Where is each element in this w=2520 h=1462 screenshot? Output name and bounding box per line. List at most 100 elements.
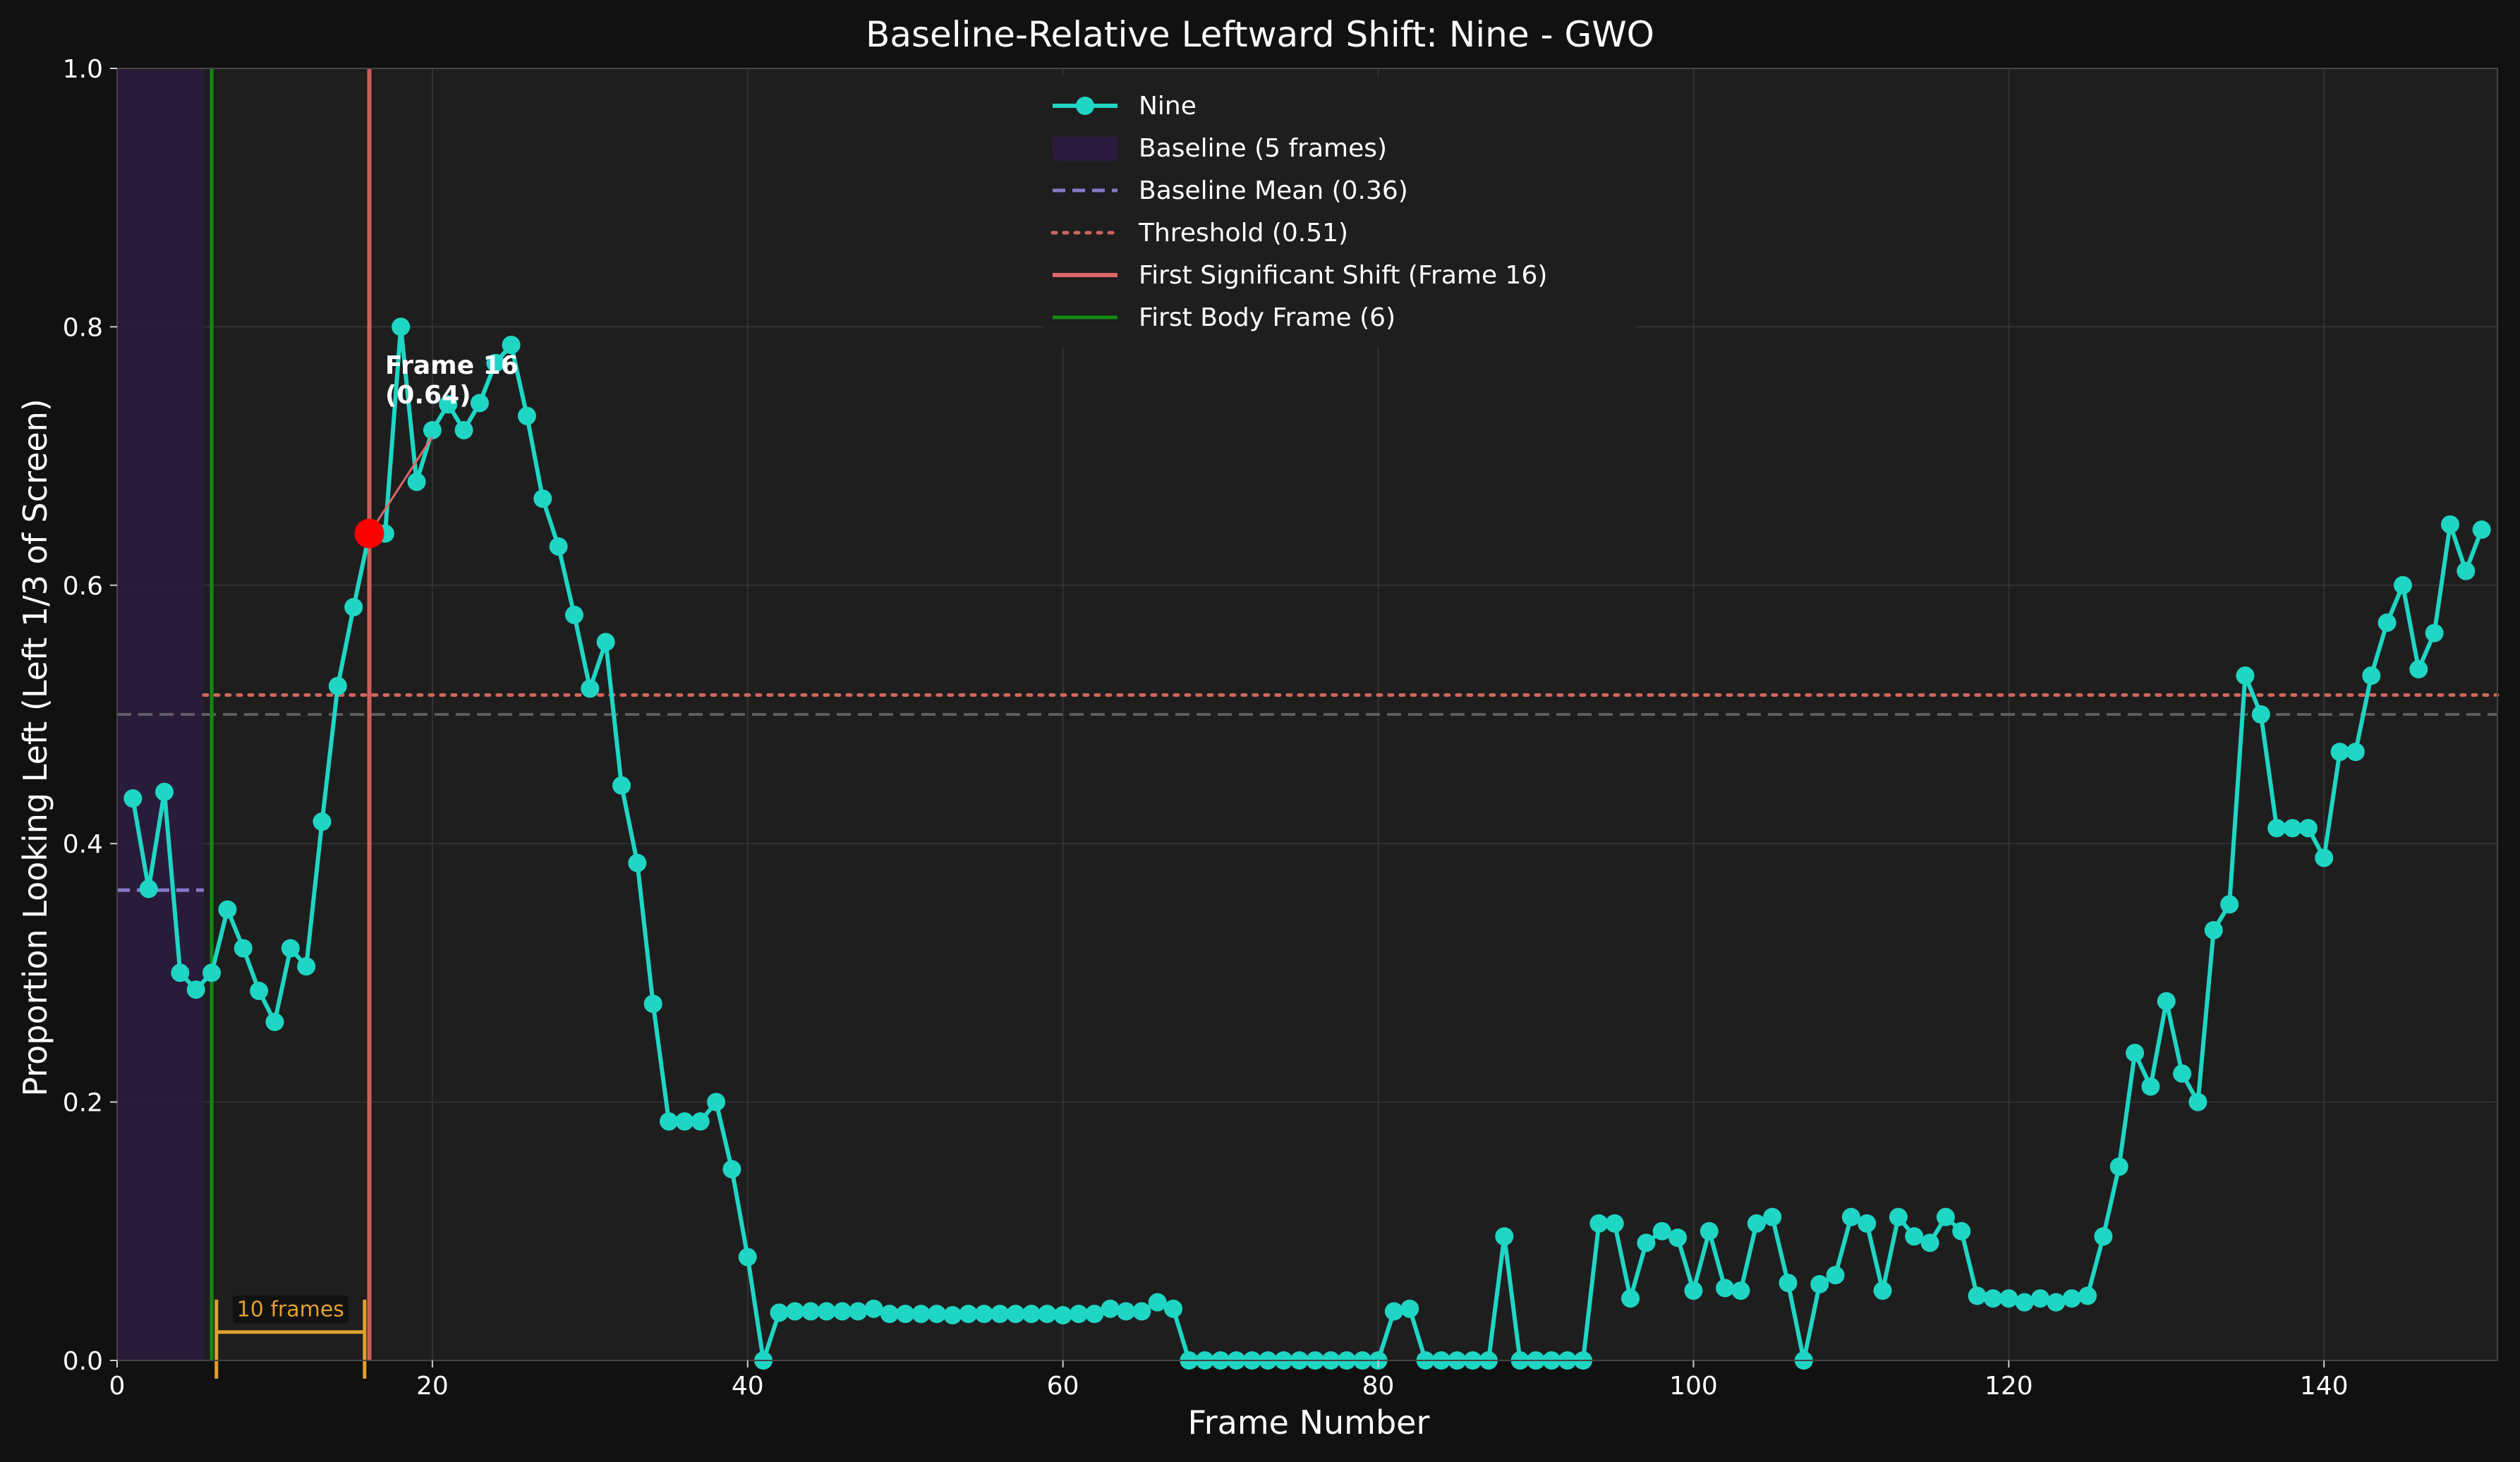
data-point [234, 939, 253, 958]
legend-label: Nine [1139, 92, 1197, 121]
annotation-arrow [368, 436, 434, 535]
data-point [139, 879, 158, 898]
data-point [392, 317, 411, 336]
data-point [2188, 1092, 2207, 1111]
data-point [2251, 705, 2270, 724]
data-point [974, 1305, 993, 1324]
data-point [817, 1302, 836, 1321]
y-tick-label: 0.8 [63, 313, 103, 342]
data-point [707, 1092, 726, 1111]
data-point [675, 1112, 694, 1131]
data-point [896, 1305, 915, 1324]
data-point [864, 1299, 883, 1318]
data-point [2472, 520, 2491, 540]
data-point [2141, 1077, 2160, 1096]
data-point [2425, 623, 2444, 642]
data-point [1070, 1305, 1089, 1324]
data-point [549, 537, 568, 556]
legend-swatch [1053, 137, 1117, 161]
data-point [1148, 1293, 1167, 1312]
data-point [1763, 1207, 1782, 1226]
y-tick-label: 0.4 [63, 830, 103, 859]
legend: Nine Baseline (5 frames) Baseline Mean (0.… [1043, 75, 1635, 347]
data-point [439, 395, 458, 414]
x-tick-label: 140 [2300, 1372, 2349, 1401]
data-point [2109, 1157, 2128, 1176]
data-point [785, 1302, 804, 1321]
data-point [2236, 666, 2255, 686]
data-point [533, 489, 552, 508]
data-point [2173, 1064, 2192, 1083]
data-point [2393, 575, 2412, 595]
data-point [849, 1302, 868, 1321]
data-point [880, 1305, 899, 1324]
data-point [202, 963, 222, 982]
data-point [486, 353, 505, 372]
data-point [1920, 1233, 1939, 1253]
data-point [281, 939, 300, 958]
data-point [1905, 1227, 1924, 1246]
x-tick-label: 120 [1985, 1372, 2033, 1401]
data-point [2047, 1293, 2066, 1312]
reference-regions [117, 68, 2500, 1360]
data-point [1132, 1302, 1151, 1321]
data-point [628, 853, 647, 872]
data-point [171, 963, 190, 982]
legend-label: Threshold (0.51) [1138, 219, 1348, 248]
y-tick-label: 0.2 [63, 1089, 103, 1118]
data-point [1384, 1302, 1403, 1321]
legend-label: Baseline Mean (0.36) [1139, 176, 1408, 205]
data-point [2126, 1043, 2145, 1062]
data-point [218, 900, 237, 919]
data-point [2157, 992, 2176, 1011]
data-point [502, 336, 521, 355]
data-point [470, 394, 489, 413]
data-point [1716, 1279, 1735, 1298]
data-point [2267, 819, 2286, 838]
data-point [1038, 1305, 1057, 1324]
data-point [581, 679, 600, 698]
x-tick-label: 0 [109, 1372, 126, 1401]
annotation-value: (0.64) [385, 381, 471, 410]
chart-title: Baseline-Relative Leftward Shift: Nine -… [866, 14, 1654, 55]
data-point [454, 420, 473, 439]
legend-entry: Baseline Mean (0.36) [1053, 176, 1408, 205]
data-point [564, 605, 583, 624]
data-point [2283, 819, 2302, 838]
data-point [1968, 1286, 1987, 1305]
data-point [1700, 1222, 1719, 1241]
legend-box [1043, 75, 1635, 347]
data-point [1022, 1305, 1041, 1324]
y-tick-label: 0.6 [63, 572, 103, 601]
data-point [991, 1305, 1010, 1324]
data-point [2078, 1286, 2097, 1305]
scale-bar-label: 10 frames [237, 1298, 344, 1322]
data-point [407, 473, 426, 492]
data-point [1621, 1289, 1640, 1308]
data-point [2330, 743, 2349, 762]
legend-entry: Nine [1053, 92, 1197, 121]
legend-entry: Threshold (0.51) [1050, 219, 1348, 248]
data-point [959, 1305, 978, 1324]
data-point [943, 1305, 962, 1324]
data-point [2440, 515, 2459, 534]
data-point [2298, 819, 2318, 838]
legend-entry: Baseline (5 frames) [1053, 134, 1387, 163]
data-point [1952, 1222, 1971, 1241]
data-point [123, 789, 143, 808]
data-point [596, 633, 615, 652]
legend-label: First Body Frame (6) [1139, 303, 1395, 332]
data-point [2031, 1289, 2050, 1308]
data-point [1400, 1299, 1419, 1318]
data-point [1858, 1214, 1877, 1233]
data-point [313, 812, 332, 831]
data-point [2015, 1293, 2034, 1312]
data-point [1999, 1289, 2018, 1308]
data-point [1101, 1299, 1120, 1318]
data-point [155, 782, 174, 801]
data-point [1983, 1289, 2002, 1308]
legend-label: Baseline (5 frames) [1139, 134, 1387, 163]
data-point [517, 406, 536, 425]
scale-bar-label-box [232, 1295, 349, 1324]
data-point [1747, 1214, 1766, 1233]
